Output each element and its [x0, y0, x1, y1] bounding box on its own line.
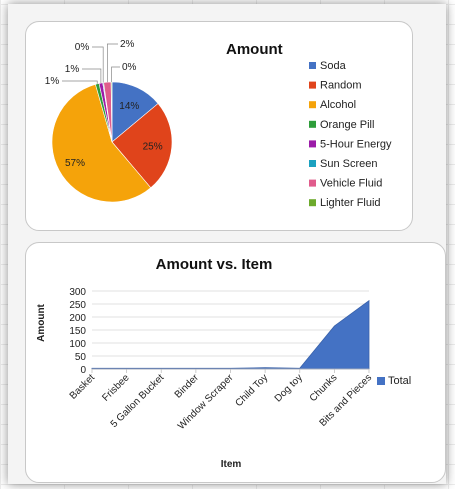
pie-data-label: 0% — [75, 42, 90, 53]
legend-swatch — [309, 120, 316, 128]
pie-slice-lighter-fluid[interactable] — [110, 81, 113, 143]
pie-data-label: 1% — [45, 76, 60, 87]
y-tick-label: 200 — [69, 313, 86, 324]
area-chart-card[interactable]: Amount vs. Item Amount Item 0 50 100 150 200… — [25, 242, 446, 483]
legend-label: Sun Screen — [320, 158, 377, 170]
legend-label: Orange Pill — [320, 119, 374, 131]
pie-leader-line — [111, 66, 120, 83]
pie-data-label: 57% — [65, 158, 85, 169]
legend-swatch — [309, 62, 316, 69]
pie-slice-random[interactable] — [111, 103, 173, 189]
area-chart: Amount vs. Item Amount Item 0 50 100 150 200… — [36, 256, 411, 470]
pie-chart-card[interactable]: Amount 14% 25% 57% 1% 1% 0% 2% 0% Soda Random Alc… — [25, 21, 413, 231]
legend-swatch — [309, 179, 316, 187]
legend-swatch — [309, 160, 316, 167]
y-axis-title: Amount — [36, 303, 47, 341]
legend-label: Alcohol — [320, 99, 356, 111]
x-tick-label: Chunks — [308, 372, 340, 404]
pie-chart-title: Amount — [226, 41, 283, 58]
y-tick-label: 250 — [69, 300, 86, 311]
x-axis-title: Item — [221, 459, 242, 470]
pie-data-label: 2% — [120, 39, 135, 50]
legend-label: Vehicle Fluid — [320, 178, 382, 190]
y-tick-label: 50 — [75, 352, 87, 363]
legend-label: Lighter Fluid — [320, 197, 381, 209]
x-tick-label: Binder — [173, 372, 202, 401]
x-tick-label: Child Toy — [234, 372, 271, 409]
pie-slice-alcohol[interactable] — [51, 83, 152, 203]
x-tick-label: Frisbee — [100, 372, 132, 404]
legend-label: Soda — [320, 60, 347, 72]
legend-swatch — [309, 101, 316, 109]
legend-swatch-total — [377, 377, 385, 385]
pie-leader-line — [62, 80, 98, 84]
legend-swatch — [309, 140, 316, 148]
pie-slice-soda[interactable] — [111, 81, 159, 143]
x-tick-label: Dog toy — [273, 372, 305, 404]
y-tick-label: 100 — [69, 339, 86, 350]
legend-swatch — [309, 81, 316, 89]
x-tick-label: Basket — [68, 372, 98, 402]
pie-data-label: 0% — [122, 62, 137, 73]
area-series-total[interactable] — [91, 299, 370, 370]
legend-label-total: Total — [388, 375, 411, 387]
y-tick-label: 150 — [69, 326, 86, 337]
y-tick-label: 0 — [80, 365, 86, 376]
y-tick-label: 300 — [69, 287, 86, 298]
pie-data-label: 25% — [143, 142, 163, 153]
pie-leader-line — [92, 46, 104, 83]
pie-leader-line — [82, 68, 102, 84]
pie-data-label: 1% — [65, 64, 80, 75]
legend-swatch — [309, 199, 316, 207]
pie-chart: Amount 14% 25% 57% 1% 1% 0% 2% 0% Soda Random Alc… — [45, 39, 392, 209]
pie-leader-line — [107, 43, 118, 83]
legend-label: Random — [320, 80, 362, 92]
legend-label: 5-Hour Energy — [320, 138, 392, 150]
pie-data-label: 14% — [119, 101, 139, 112]
area-chart-title: Amount vs. Item — [156, 256, 273, 273]
